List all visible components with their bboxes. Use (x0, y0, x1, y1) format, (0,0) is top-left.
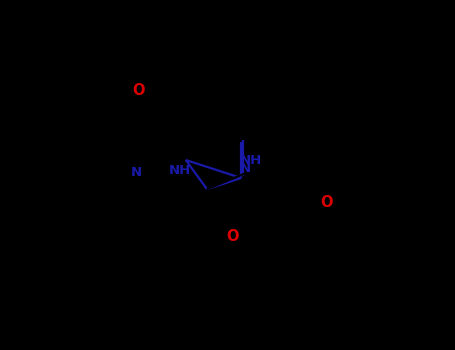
Text: O: O (132, 83, 145, 98)
Text: NH: NH (239, 154, 262, 167)
Text: O: O (227, 229, 239, 244)
Text: NH: NH (169, 164, 191, 177)
Text: N: N (240, 162, 251, 175)
Text: N: N (131, 167, 142, 180)
Text: O: O (321, 195, 333, 210)
